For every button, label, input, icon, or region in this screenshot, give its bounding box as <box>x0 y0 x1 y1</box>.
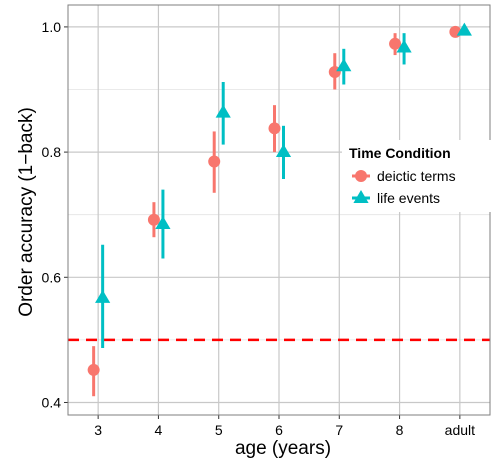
y-tick-label: 1.0 <box>42 19 62 35</box>
x-tick-label: 3 <box>94 422 102 438</box>
x-tick-label: 5 <box>215 422 223 438</box>
y-tick-label: 0.4 <box>42 394 62 410</box>
legend: Time Condition deictic terms life events <box>342 140 492 212</box>
data-point <box>216 105 231 118</box>
x-tick-label: 7 <box>335 422 343 438</box>
y-tick-label: 0.8 <box>42 144 62 160</box>
data-point <box>269 122 281 134</box>
x-axis-title: age (years) <box>235 438 331 459</box>
legend-label: deictic terms <box>377 168 456 184</box>
data-point <box>95 290 110 303</box>
x-tick-label: 4 <box>155 422 163 438</box>
axes: 0.4 0.6 0.8 1.0 3 4 5 6 7 8 adult <box>42 5 490 438</box>
data-point <box>148 214 160 226</box>
legend-label: life events <box>377 190 440 206</box>
data-point <box>88 364 100 376</box>
legend-title: Time Condition <box>349 145 451 161</box>
y-axis-title: Order accuracy (1−back) <box>16 107 37 317</box>
legend-key-marker <box>355 170 367 182</box>
x-tick-label: 8 <box>396 422 404 438</box>
data-point <box>208 155 220 167</box>
x-tick-label: 6 <box>275 422 283 438</box>
x-tick-label: adult <box>445 422 475 438</box>
data-point <box>336 58 351 71</box>
y-tick-label: 0.6 <box>42 269 62 285</box>
data-point <box>276 144 291 157</box>
